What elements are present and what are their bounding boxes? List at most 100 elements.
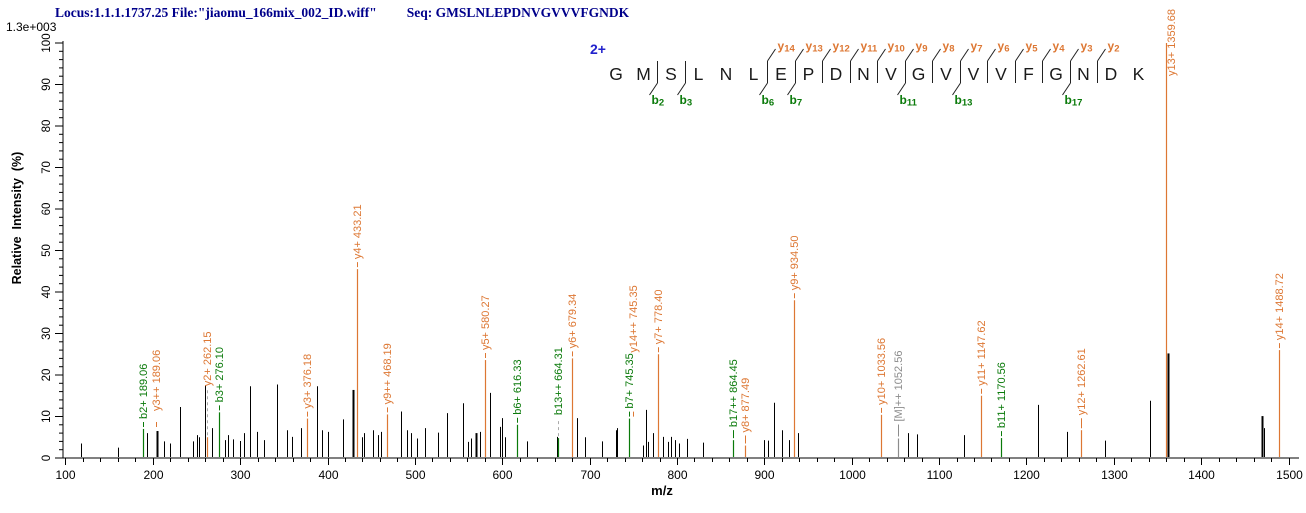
y-tick-label: 0	[41, 455, 53, 461]
residue-1: G	[609, 64, 623, 84]
residue-3: S	[665, 64, 677, 84]
x-tick-label: 200	[143, 468, 163, 482]
y-ion-tick	[987, 48, 996, 62]
header-sequence: Seq: GMSLNLEPDNVGVVVFGNDK	[406, 5, 630, 20]
y-tick-label: 100	[41, 33, 53, 52]
x-tick-label: 500	[405, 468, 425, 482]
b-ion-label: b17	[1065, 93, 1083, 109]
y-ion-tick	[1097, 48, 1106, 62]
precursor-charge-label: 2+	[590, 41, 606, 57]
unassigned-peaks	[81, 353, 1265, 457]
y-ion-label: y6	[998, 39, 1010, 55]
x-tick-label: 1400	[1188, 468, 1215, 482]
b-ion-tick	[1062, 82, 1071, 96]
y-ion-label: y14	[778, 39, 796, 55]
x-tick-label: 1100	[927, 468, 953, 482]
residue-13: V	[940, 64, 952, 84]
axes: 0 10 20 30 40 50 60 70 80 90 100 100 200 300 400 500 600…	[41, 33, 1303, 482]
x-tick-label: 100	[55, 468, 75, 482]
y-tick-label: 90	[41, 78, 53, 91]
peak-label: y12+ 1262.61	[1076, 348, 1088, 415]
y-ion-tick	[905, 48, 914, 62]
x-axis-title: m/z	[651, 483, 673, 498]
peak-label: y3+ 376.18	[302, 354, 314, 409]
y-tick-label: 70	[41, 161, 53, 174]
header: Locus:1.1.1.1737.25 File:"jiaomu_166mix_…	[55, 5, 629, 21]
x-tick-label: 800	[667, 468, 687, 482]
x-tick-label: 1300	[1101, 468, 1128, 482]
assigned-peaks: b2+ 189.06 y3++ 189.06 y2+ 262.15 b3+ 276.1…	[138, 9, 1286, 457]
residue-16: F	[1023, 64, 1034, 84]
x-tick-label: 700	[580, 468, 600, 482]
residue-6: L	[749, 64, 759, 84]
peak-label: b6+ 616.33	[512, 359, 524, 414]
b-ion-label: b7	[790, 93, 803, 109]
peak-label: y13+ 1359.68	[1166, 9, 1178, 76]
b-ion-label: b2	[652, 93, 665, 109]
y-ion-label: y11	[861, 39, 878, 55]
residue-20: K	[1133, 64, 1145, 84]
y-ion-tick	[850, 48, 859, 62]
y-ion-label: y10	[888, 39, 905, 55]
x-tick-label: 300	[230, 468, 250, 482]
y-ion-tick	[767, 48, 776, 62]
b-ion-tick	[787, 82, 796, 96]
b-ion-tick	[677, 82, 686, 96]
y-ion-label: y8	[943, 39, 955, 55]
peak-label: y5+ 580.27	[480, 295, 492, 350]
residue-8: P	[803, 64, 815, 84]
y-tick-label: 10	[41, 410, 53, 423]
b-ion-tick	[952, 82, 961, 96]
peak-label: y2+ 262.15	[202, 332, 214, 387]
y-axis-title: Relative Intensity (%)	[10, 151, 24, 285]
b-ion-label: b11	[900, 93, 918, 109]
y-tick-label: 80	[41, 120, 53, 133]
peak-label: y4+ 433.21	[352, 204, 364, 259]
b-ion-tick	[897, 82, 906, 96]
y-ion-tick	[932, 48, 941, 62]
y-ion-label: y2	[1108, 39, 1120, 55]
y-ion-tick	[795, 48, 804, 62]
y-ion-label: y4	[1053, 39, 1066, 55]
residue-12: G	[912, 64, 926, 84]
residue-17: G	[1049, 64, 1063, 84]
b-ion-label: b13	[955, 93, 973, 109]
x-tick-label: 900	[754, 468, 774, 482]
residue-14: V	[968, 64, 980, 84]
y-tick-label: 30	[41, 327, 53, 340]
peak-label: y8+ 877.49	[740, 378, 752, 433]
peak-label: b3+ 276.10	[214, 347, 226, 402]
residue-18: N	[1077, 64, 1090, 84]
x-tick-label: 1500	[1276, 468, 1303, 482]
y-tick-label: 20	[41, 369, 53, 382]
peak-label: y14++ 745.35	[628, 285, 640, 352]
y-ion-label: y5	[1026, 39, 1039, 55]
peak-label: b17++ 864.45	[728, 359, 740, 427]
peak-label: b2+ 189.06	[138, 364, 150, 419]
peak-label: [M]++ 1052.56	[893, 351, 905, 422]
residue-2: M	[636, 64, 651, 84]
peak-label: y9+ 934.50	[789, 236, 801, 291]
b-ion-label: b6	[762, 93, 775, 109]
y-ion-tick	[822, 48, 831, 62]
residue-10: N	[857, 64, 870, 84]
residue-11: V	[885, 64, 897, 84]
b-ion-tick	[649, 82, 658, 96]
y-ion-label: y9	[916, 39, 928, 55]
residue-4: L	[694, 64, 704, 84]
y-ion-tick	[1042, 48, 1051, 62]
residue-7: E	[775, 64, 787, 84]
y-tick-label: 60	[41, 203, 53, 216]
y-ion-label: y7	[971, 39, 983, 55]
header-locus-file: Locus:1.1.1.1737.25 File:"jiaomu_166mix_…	[55, 5, 377, 20]
residue-19: D	[1105, 64, 1118, 84]
y-ion-label: y13	[806, 39, 823, 55]
y-ion-label: y3	[1081, 39, 1093, 55]
peak-label: y7+ 778.40	[653, 290, 665, 345]
residue-15: V	[995, 64, 1007, 84]
y-ion-tick	[1015, 48, 1024, 62]
peak-label: y9++ 468.19	[382, 343, 394, 404]
